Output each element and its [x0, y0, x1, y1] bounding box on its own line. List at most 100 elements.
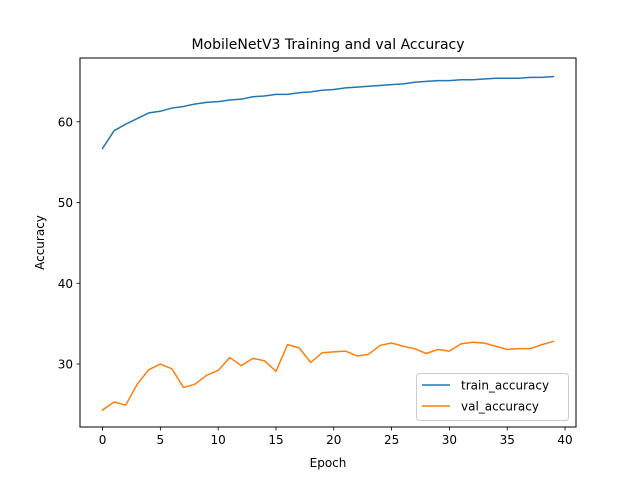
data-point-val-accuracy	[298, 347, 300, 349]
legend: train_accuracy val_accuracy	[416, 373, 569, 421]
data-point-val-accuracy	[171, 368, 173, 370]
data-point-train-accuracy	[518, 77, 520, 79]
data-point-val-accuracy	[159, 363, 161, 365]
data-point-train-accuracy	[529, 76, 531, 78]
data-point-val-accuracy	[506, 349, 508, 351]
chart-title: MobileNetV3 Training and val Accuracy	[191, 37, 464, 53]
data-point-val-accuracy	[229, 357, 231, 359]
data-point-val-accuracy	[460, 343, 462, 345]
data-point-train-accuracy	[275, 93, 277, 95]
data-point-val-accuracy	[252, 357, 254, 359]
data-point-train-accuracy	[240, 98, 242, 100]
data-point-train-accuracy	[356, 86, 358, 88]
data-point-val-accuracy	[148, 369, 150, 371]
data-point-val-accuracy	[287, 344, 289, 346]
data-point-train-accuracy	[229, 99, 231, 101]
axes-frame	[79, 57, 577, 428]
data-point-train-accuracy	[344, 87, 346, 89]
x-tick-label: 15	[268, 433, 283, 447]
data-point-val-accuracy	[495, 345, 497, 347]
plot-area	[101, 75, 555, 412]
y-tick-label: 30	[58, 358, 73, 372]
ticks: 0 5 10 15 20 25 30 35 40 30 40 50 60	[58, 115, 573, 447]
data-point-val-accuracy	[402, 345, 404, 347]
data-point-train-accuracy	[125, 123, 127, 125]
data-point-train-accuracy	[194, 103, 196, 105]
x-tick-label: 35	[500, 433, 515, 447]
data-point-train-accuracy	[206, 102, 208, 104]
data-point-train-accuracy	[391, 84, 393, 86]
data-point-val-accuracy	[472, 341, 474, 343]
x-tick-label: 25	[384, 433, 399, 447]
data-point-train-accuracy	[425, 81, 427, 83]
x-tick-label: 40	[557, 433, 572, 447]
data-point-val-accuracy	[483, 342, 485, 344]
data-point-train-accuracy	[136, 118, 138, 120]
data-point-train-accuracy	[148, 112, 150, 114]
x-tick-label: 5	[157, 433, 165, 447]
legend-label-train-accuracy: train_accuracy	[461, 379, 549, 393]
data-point-val-accuracy	[356, 355, 358, 357]
data-point-train-accuracy	[495, 77, 497, 79]
series-line-val-accuracy	[101, 340, 555, 412]
data-point-val-accuracy	[344, 350, 346, 352]
x-tick-label: 10	[211, 433, 226, 447]
data-point-train-accuracy	[217, 101, 219, 103]
data-point-val-accuracy	[321, 352, 323, 354]
data-point-train-accuracy	[264, 95, 266, 97]
data-point-val-accuracy	[113, 401, 115, 403]
data-point-train-accuracy	[541, 76, 543, 78]
data-point-val-accuracy	[437, 349, 439, 351]
data-point-train-accuracy	[333, 89, 335, 91]
data-point-train-accuracy	[321, 89, 323, 91]
data-point-train-accuracy	[506, 77, 508, 79]
data-point-val-accuracy	[136, 383, 138, 385]
y-tick-label: 60	[58, 115, 73, 129]
data-point-train-accuracy	[171, 107, 173, 109]
data-point-val-accuracy	[125, 404, 127, 406]
y-tick-label: 50	[58, 196, 73, 210]
data-point-train-accuracy	[159, 110, 161, 112]
data-point-val-accuracy	[333, 351, 335, 353]
data-point-train-accuracy	[483, 78, 485, 80]
y-axis-title: Accuracy	[33, 215, 47, 270]
data-point-train-accuracy	[449, 80, 451, 82]
x-tick-label: 20	[326, 433, 341, 447]
data-point-val-accuracy	[414, 348, 416, 350]
data-point-val-accuracy	[240, 365, 242, 367]
data-point-val-accuracy	[368, 353, 370, 355]
data-point-train-accuracy	[287, 93, 289, 95]
data-point-val-accuracy	[379, 345, 381, 347]
data-point-train-accuracy	[252, 96, 254, 98]
y-tick-label: 40	[58, 277, 73, 291]
data-point-train-accuracy	[553, 76, 555, 78]
data-point-train-accuracy	[460, 79, 462, 81]
data-point-train-accuracy	[310, 91, 312, 93]
data-point-val-accuracy	[264, 360, 266, 362]
x-axis-title: Epoch	[310, 456, 347, 470]
data-point-val-accuracy	[194, 383, 196, 385]
legend-label-val-accuracy: val_accuracy	[461, 400, 539, 414]
data-point-train-accuracy	[183, 106, 185, 108]
data-point-val-accuracy	[518, 348, 520, 350]
data-point-train-accuracy	[437, 80, 439, 82]
data-point-val-accuracy	[310, 362, 312, 364]
data-point-train-accuracy	[368, 85, 370, 87]
data-point-val-accuracy	[553, 341, 555, 343]
data-point-train-accuracy	[102, 148, 104, 150]
data-point-train-accuracy	[113, 130, 115, 132]
data-point-val-accuracy	[217, 370, 219, 372]
data-point-val-accuracy	[183, 387, 185, 389]
data-point-val-accuracy	[425, 353, 427, 355]
data-point-train-accuracy	[472, 79, 474, 81]
data-point-val-accuracy	[449, 350, 451, 352]
data-point-val-accuracy	[275, 370, 277, 372]
data-point-train-accuracy	[414, 81, 416, 83]
data-point-val-accuracy	[529, 348, 531, 350]
data-point-val-accuracy	[102, 409, 104, 411]
x-tick-label: 30	[442, 433, 457, 447]
x-tick-label: 0	[99, 433, 107, 447]
data-point-val-accuracy	[541, 344, 543, 346]
legend-box	[416, 373, 569, 421]
